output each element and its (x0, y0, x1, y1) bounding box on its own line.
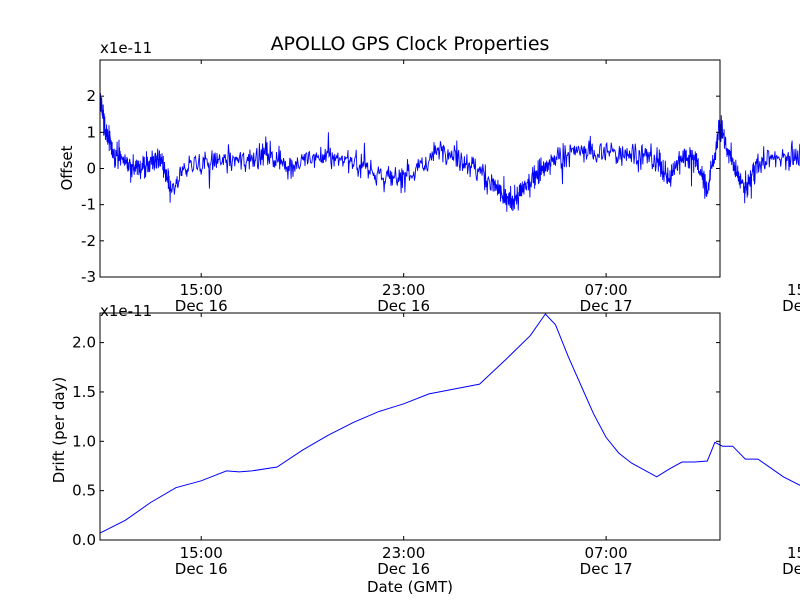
drift-y-tick-label: 0.5 (72, 482, 96, 500)
drift-y-tick-label: 1.0 (72, 432, 96, 450)
drift-axes-frame (99, 312, 721, 541)
x-axis-label: Date (GMT) (367, 578, 453, 596)
offset-x-tick-date-label: Dec 17 (782, 297, 800, 315)
offset-multiplier-label: x1e-11 (100, 39, 152, 57)
drift-y-tick-label: 2.0 (72, 334, 96, 352)
drift-x-tick-date-label: Dec 16 (175, 560, 228, 578)
offset-x-tick-date-label: Dec 17 (580, 297, 633, 315)
drift-x-tick-time-label: 15:00 (787, 544, 800, 562)
offset-x-tick-date-label: Dec 16 (175, 297, 228, 315)
offset-y-axis-label: Offset (58, 145, 76, 190)
offset-y-tick-label: -1 (81, 196, 96, 214)
offset-x-tick-date-label: Dec 16 (377, 297, 430, 315)
offset-x-tick-time-label: 07:00 (585, 281, 628, 299)
offset-y-tick-label: -3 (81, 268, 96, 286)
drift-x-tick-time-label: 15:00 (180, 544, 223, 562)
offset-y-tick-label: 0 (86, 160, 96, 178)
drift-x-tick-time-label: 07:00 (585, 544, 628, 562)
drift-y-axis-label: Drift (per day) (50, 377, 68, 484)
offset-y-tick-label: 1 (86, 123, 96, 141)
chart-title: APOLLO GPS Clock Properties (271, 33, 550, 55)
offset-series-line (99, 88, 800, 212)
drift-x-tick-time-label: 23:00 (382, 544, 425, 562)
drift-y-tick-label: 1.5 (72, 383, 96, 401)
drift-x-tick-date-label: Dec 16 (377, 560, 430, 578)
offset-y-tick-label: 2 (86, 87, 96, 105)
drift-x-tick-date-label: Dec 17 (580, 560, 633, 578)
offset-x-tick-time-label: 15:00 (787, 281, 800, 299)
drift-x-tick-date-label: Dec 17 (782, 560, 800, 578)
offset-x-tick-time-label: 15:00 (180, 281, 223, 299)
offset-y-tick-label: -2 (81, 232, 96, 250)
drift-y-tick-label: 0.0 (72, 531, 96, 549)
drift-multiplier-label: x1e-11 (100, 302, 152, 320)
drift-series-line (99, 313, 800, 534)
offset-x-tick-time-label: 23:00 (382, 281, 425, 299)
